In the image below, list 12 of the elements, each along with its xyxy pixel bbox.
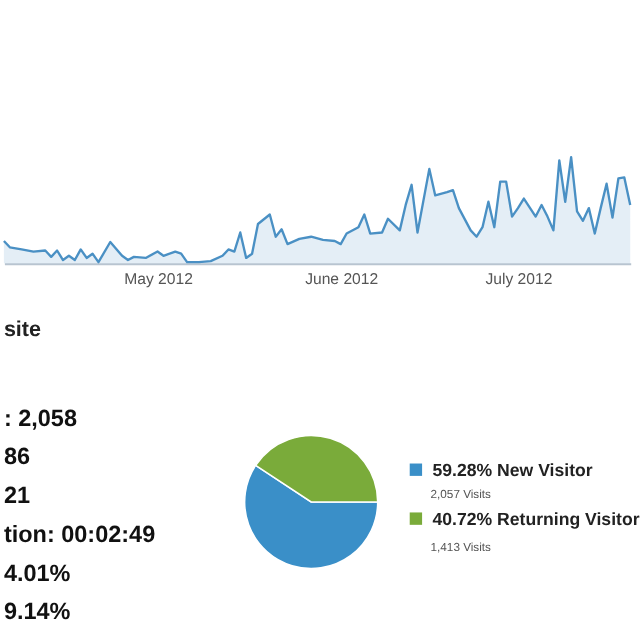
text: tion: 00:02:49 [3, 521, 157, 548]
x-tick-label: June 2012 [305, 269, 379, 288]
text: 9.14% [3, 599, 72, 626]
x-tick-label: May 2012 [124, 269, 193, 288]
x-tick-label: July 2012 [485, 269, 553, 288]
text: site [3, 317, 41, 342]
text: : 2,058 [3, 405, 78, 432]
legend-label: 40.72% Returning Visitor [432, 508, 640, 529]
text: 86 [3, 444, 31, 471]
legend-label: 59.28% New Visitor [432, 459, 594, 480]
text: 21 [3, 483, 31, 510]
text: 4.01% [3, 560, 72, 587]
